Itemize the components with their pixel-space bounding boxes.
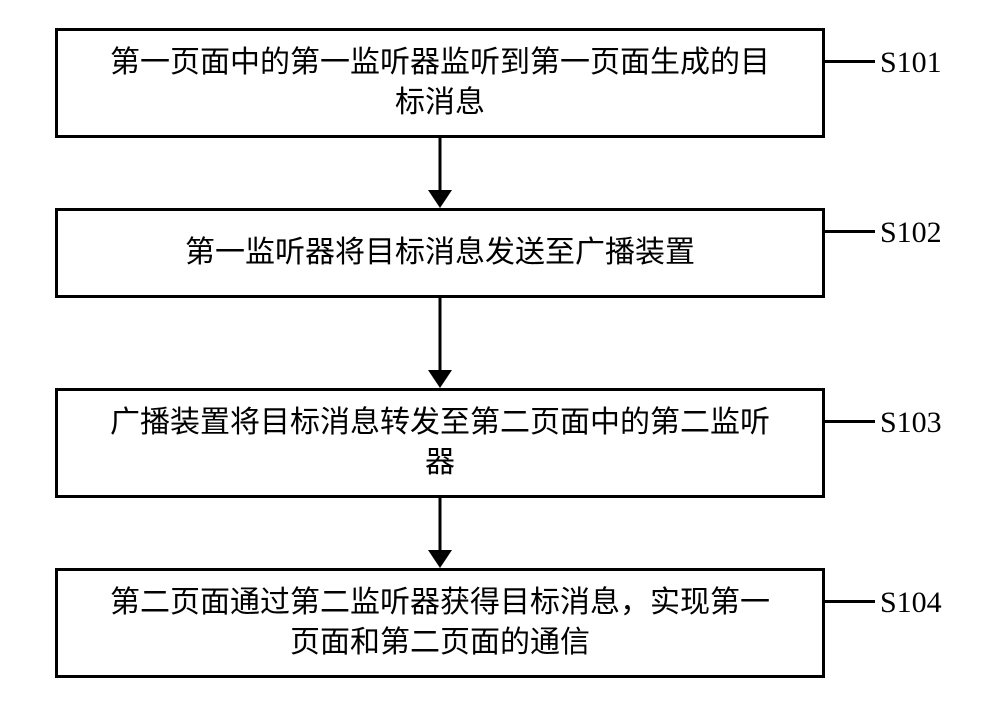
step-label-s102: S102 — [880, 216, 942, 250]
leader-line — [825, 420, 875, 423]
flowchart-canvas: 第一页面中的第一监听器监听到第一页面生成的目标消息第一监听器将目标消息发送至广播… — [0, 0, 1000, 713]
step-label-s101: S101 — [880, 46, 942, 80]
flowchart-arrow — [0, 0, 1000, 713]
leader-line — [825, 60, 875, 63]
step-label-s103: S103 — [880, 406, 942, 440]
leader-line — [825, 230, 875, 233]
step-label-s104: S104 — [880, 586, 942, 620]
leader-line — [825, 600, 875, 603]
